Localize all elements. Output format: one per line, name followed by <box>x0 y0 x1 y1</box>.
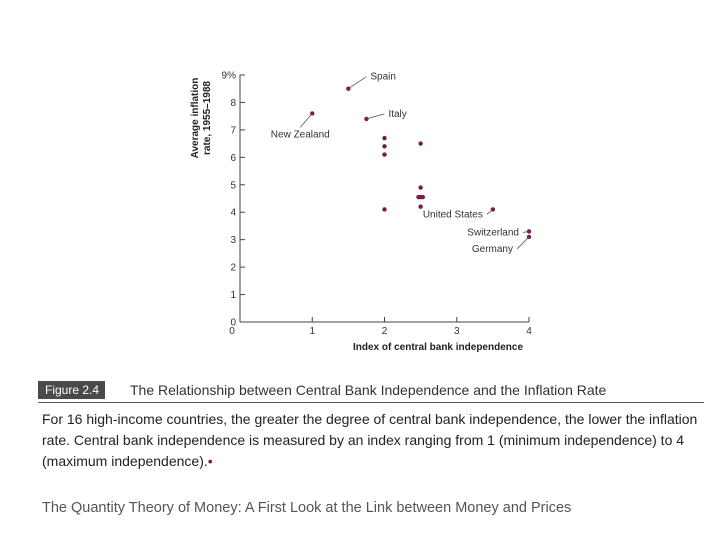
x-axis-title: Index of central bank independence <box>353 342 523 353</box>
x-tick-label: 1 <box>309 326 315 337</box>
figure-tag: Figure 2.4 <box>38 381 106 399</box>
data-point <box>420 194 425 200</box>
footer-title: The Quantity Theory of Money: A First Lo… <box>42 500 572 516</box>
annotation-label: Italy <box>388 109 406 120</box>
annotation-label: United States <box>423 209 483 220</box>
figure-title: The Relationship between Central Bank In… <box>130 382 607 398</box>
data-point <box>364 116 369 122</box>
annotation-label: Germany <box>472 244 513 255</box>
scatter-chart: 0 1 2 3 4 5 6 7 8 9% 0 1 2 3 4 Spain Italy New Zealand U… <box>190 71 532 354</box>
leader-line <box>486 209 494 215</box>
leader-line <box>516 236 530 250</box>
data-point <box>382 135 387 141</box>
x-tick-label: 0 <box>229 326 235 337</box>
y-tick-label: 4 <box>230 208 236 219</box>
y-axis: 0 1 2 3 4 5 6 7 8 9% <box>222 71 245 329</box>
data-point <box>418 185 423 190</box>
y-tick-label: 5 <box>230 180 236 191</box>
leader-line <box>299 113 313 128</box>
data-point <box>382 207 387 212</box>
y-tick-label: 3 <box>230 235 236 246</box>
data-point <box>382 152 387 157</box>
annotation-label: New Zealand <box>271 129 330 140</box>
y-tick-label: 2 <box>230 263 236 274</box>
x-axis: 0 1 2 3 4 <box>229 317 532 337</box>
data-point <box>416 194 421 200</box>
y-axis-title-line-2: rate, 1955–1988 <box>202 81 213 155</box>
figure-description-text: For 16 high-income countries, the greate… <box>42 411 698 469</box>
y-tick-label: 0 <box>230 318 236 329</box>
y-tick-label: 6 <box>230 153 236 164</box>
y-tick-label: 9% <box>222 71 237 82</box>
y-tick-label: 1 <box>230 290 236 301</box>
leader-line <box>366 113 385 120</box>
y-tick-label: 7 <box>230 125 236 136</box>
x-tick-label: 2 <box>382 326 388 337</box>
figure-caption-bar: Figure 2.4 The Relationship between Cent… <box>38 378 704 403</box>
y-axis-title-line-1: Average inflation <box>190 78 201 159</box>
data-point <box>418 141 423 146</box>
data-point <box>382 144 387 149</box>
leader-line <box>348 76 367 90</box>
data-point <box>418 204 423 209</box>
country-annotations: Spain Italy New Zealand United States Switze… <box>271 72 530 255</box>
data-points <box>310 86 532 240</box>
x-tick-label: 4 <box>526 326 532 337</box>
x-tick-label: 3 <box>454 326 460 337</box>
annotation-label: Switzerland <box>467 227 519 238</box>
y-tick-label: 8 <box>230 98 236 109</box>
annotation-label: Spain <box>370 72 396 83</box>
leader-line <box>522 231 530 233</box>
end-mark-icon: • <box>207 453 213 469</box>
figure-description: For 16 high-income countries, the greate… <box>42 409 706 472</box>
data-point <box>346 86 351 91</box>
